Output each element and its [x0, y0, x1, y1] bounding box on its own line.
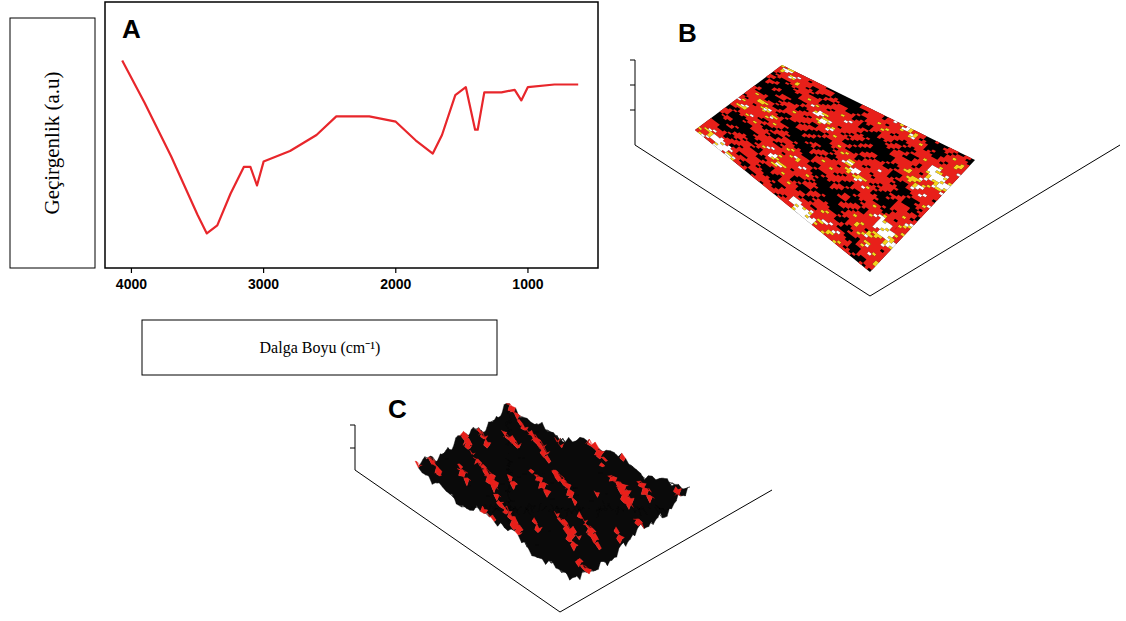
surface-b-texture [701, 68, 961, 256]
xlabel-box [142, 320, 497, 375]
surface-tick [350, 448, 355, 449]
ylabel-box [10, 18, 95, 268]
panel-letter: A [122, 14, 141, 44]
figure: 4000 3000 2000 1000 A Geçirgenlik (a.u) Dalga … [0, 0, 1126, 621]
surface-axis [635, 60, 1120, 296]
surface-b-base [695, 65, 975, 272]
figure-root: 4000 3000 2000 1000 A Geçirgenlik (a.u) Dalga … [0, 0, 1126, 621]
surface-b-texture [695, 66, 972, 270]
panel-letter: B [678, 18, 697, 48]
surface-tick [630, 60, 635, 61]
x-tick-label: 1000 [512, 276, 543, 292]
x-tick [395, 268, 396, 273]
surface-tick [630, 85, 635, 86]
x-axis-title: Dalga Boyu (cm⁻¹) [260, 339, 381, 357]
x-tick [527, 268, 528, 273]
spectrum-line [122, 61, 578, 234]
x-tick [131, 268, 132, 273]
surface-c-texture [418, 404, 690, 580]
x-tick [263, 268, 264, 273]
plot-marks [122, 61, 578, 234]
plot-frame [105, 2, 598, 268]
y-axis-title: Geçirgenlik (a.u) [40, 71, 64, 214]
panel-letter: C [388, 394, 407, 424]
surface-tick [630, 110, 635, 111]
x-tick-label: 2000 [380, 276, 411, 292]
surface-c-texture [415, 404, 682, 574]
surface-tick [350, 425, 355, 426]
x-tick-label: 4000 [116, 276, 147, 292]
surface-b-texture [698, 65, 965, 266]
x-tick-label: 3000 [248, 276, 279, 292]
